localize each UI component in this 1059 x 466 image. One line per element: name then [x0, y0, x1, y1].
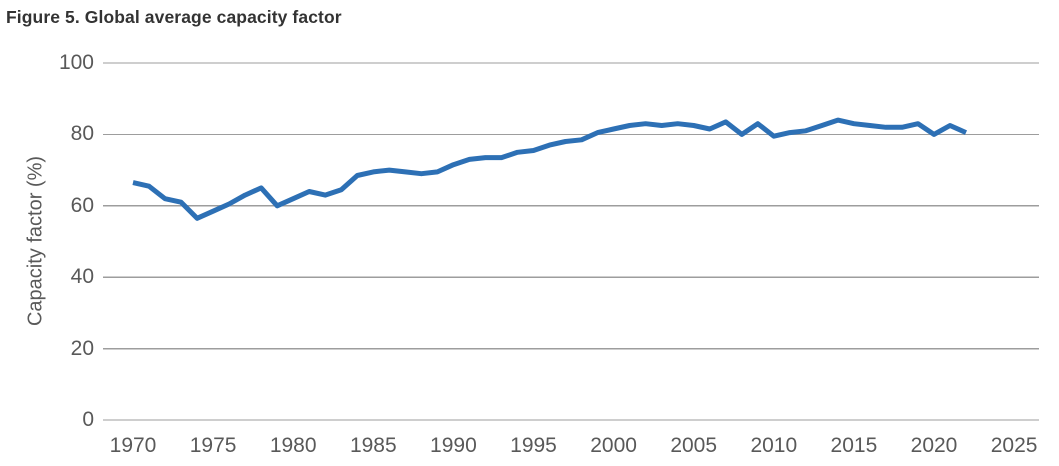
figure-title: Figure 5. Global average capacity factor: [6, 7, 342, 27]
x-tick-label: 1980: [269, 434, 317, 457]
x-tick-label: 2015: [830, 434, 878, 457]
x-tick-label: 2010: [750, 434, 798, 457]
y-tick-label: 80: [70, 122, 94, 146]
x-tick-label: 1995: [510, 434, 557, 457]
x-tick-label: 1990: [430, 434, 477, 457]
capacity-factor-line: [132, 117, 968, 221]
x-tick-label: 2005: [670, 434, 718, 457]
x-tick-label: 2000: [590, 434, 637, 457]
x-tick-label: 2020: [910, 434, 958, 457]
y-tick-label: 100: [58, 51, 94, 74]
y-tick-label: 0: [82, 408, 94, 431]
y-tick-label: 60: [70, 193, 94, 217]
x-tick-label: 1975: [189, 434, 237, 457]
y-tick-label: 20: [70, 336, 94, 360]
x-tick-label: 1970: [109, 434, 157, 457]
x-tick-label: 1985: [349, 434, 397, 457]
x-tick-label: 2025: [990, 434, 1038, 457]
y-tick-label: 40: [70, 265, 94, 289]
